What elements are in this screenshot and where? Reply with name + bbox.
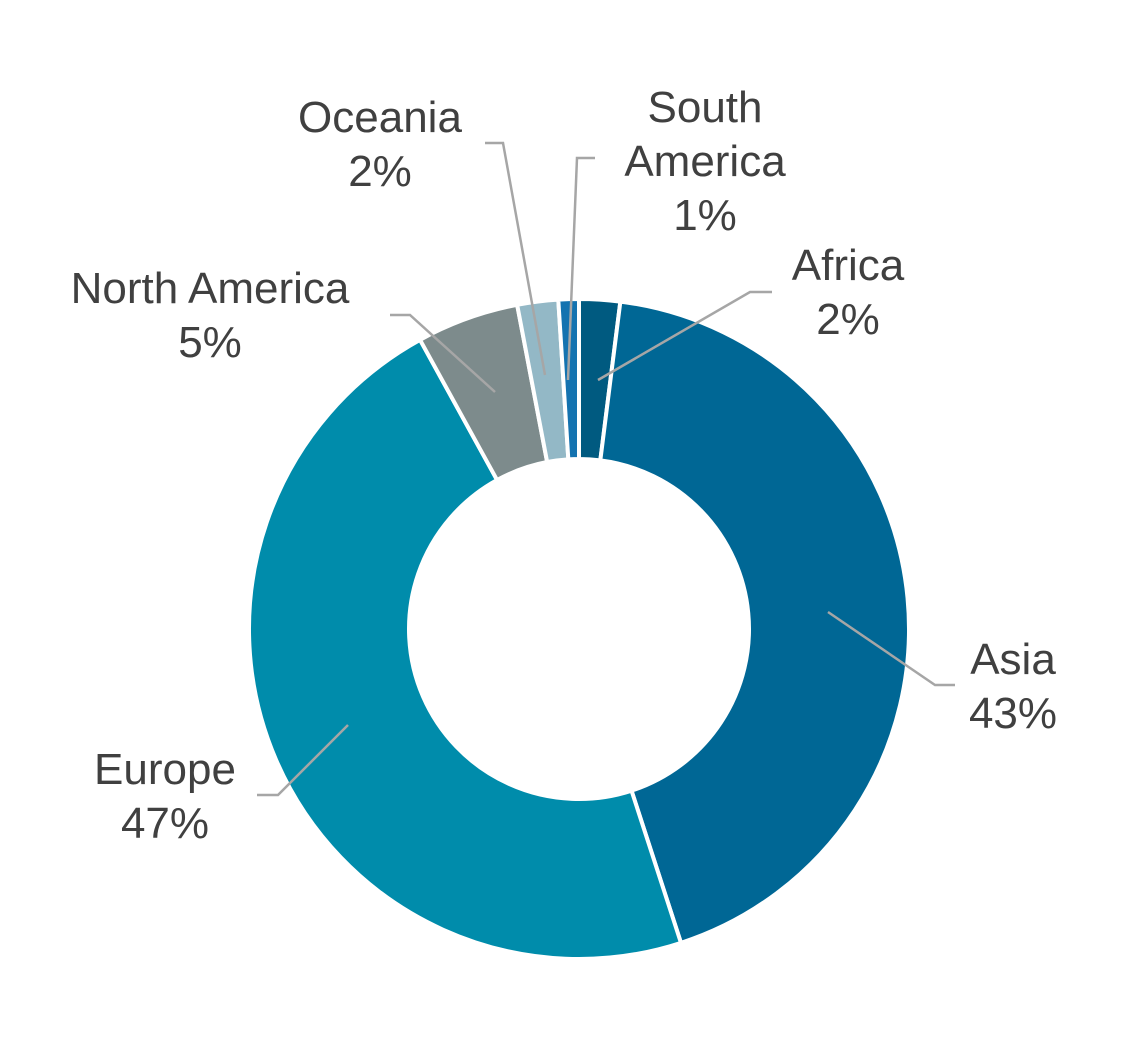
data-label: North America 5% [30,262,390,370]
leader-line [597,290,772,382]
value-label: 2% [348,147,412,196]
data-label: Africa 2% [748,239,948,347]
donut-slice [247,337,684,961]
value-label: 47% [120,799,210,848]
category-label: Oceania [298,93,462,142]
leader-line [257,724,349,797]
category-label: Asia [970,635,1056,684]
data-label: Europe 47% [65,743,265,851]
category-label: Africa [791,241,905,290]
leader-line [566,156,595,381]
leader-line [390,313,496,393]
value-label: 5% [178,318,242,367]
donut-slice [598,299,911,946]
category-label: Europe [94,745,236,794]
data-label: Oceania 2% [280,91,480,199]
leader-line [827,610,955,687]
category-label: South America [624,83,786,186]
data-label: South America 1% [610,81,800,243]
category-label: North America [70,264,350,313]
leader-line [485,141,547,376]
value-label: 43% [968,689,1058,738]
data-label: Asia 43% [913,633,1113,741]
value-label: 1% [673,191,737,240]
value-label: 2% [816,295,880,344]
